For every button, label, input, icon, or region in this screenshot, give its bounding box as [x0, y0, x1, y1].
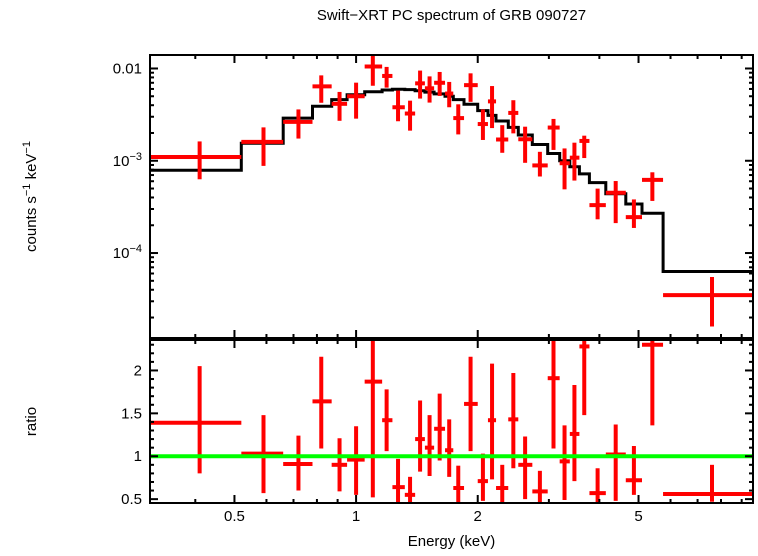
chart-title: Swift−XRT PC spectrum of GRB 090727	[316, 7, 587, 24]
spectrum-data-points	[150, 55, 753, 327]
y-tick-label: 0.01	[113, 60, 142, 77]
ratio-tick-label: 1.5	[121, 405, 142, 422]
y-tick-label: 10−4	[113, 243, 142, 262]
axes	[149, 54, 754, 504]
model-line	[150, 87, 753, 273]
axis-labels: 0.5 1 2 5 0.01 10−3 10−4 0.5 1 1.5 2 Energy (keV) co…	[21, 60, 643, 550]
x-tick-label: 1	[352, 508, 360, 525]
ratio-axis-label: ratio	[23, 407, 40, 436]
ratio-data	[150, 340, 753, 503]
x-tick-label: 0.5	[224, 508, 245, 525]
y-tick-label: 10−3	[113, 151, 142, 170]
x-axis-label: Energy (keV)	[408, 533, 496, 550]
ratio-tick-label: 2	[134, 362, 142, 379]
ratio-tick-label: 1	[134, 448, 142, 465]
ratio-data-points	[150, 340, 753, 503]
ratio-tick-label: 0.5	[121, 491, 142, 508]
y-axis-label: counts s−1​ keV−1​	[21, 141, 40, 252]
x-tick-label: 5	[634, 508, 642, 525]
spectrum-data	[150, 55, 753, 327]
x-tick-label: 2	[474, 508, 482, 525]
